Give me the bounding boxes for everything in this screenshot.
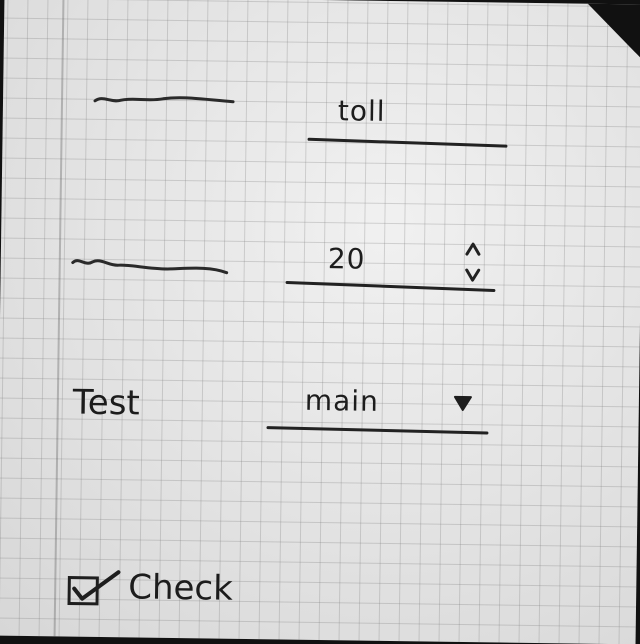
row3-label: Test [72, 382, 141, 424]
up-down-arrows-icon[interactable] [462, 240, 485, 284]
number-stepper[interactable]: 20 [285, 232, 496, 305]
text-field-1-value: toll [337, 94, 386, 128]
number-stepper-value: 20 [327, 242, 366, 276]
text-field-1-underline [307, 137, 508, 148]
checkbox-check[interactable]: Check [66, 562, 267, 615]
dropdown-select-underline [266, 426, 489, 435]
text-field-1[interactable]: toll [307, 88, 508, 155]
background-corner [587, 0, 640, 62]
dropdown-select[interactable]: main [266, 377, 492, 440]
label-scribble-1 [93, 96, 235, 104]
margin-line [53, 0, 65, 637]
dropdown-select-value: main [304, 383, 380, 418]
checkbox-box[interactable] [66, 568, 123, 609]
triangle-down-icon[interactable] [453, 394, 473, 412]
label-scribble-2 [71, 259, 229, 275]
checkmark-icon [72, 570, 121, 601]
checkbox-label: Check [127, 567, 234, 609]
